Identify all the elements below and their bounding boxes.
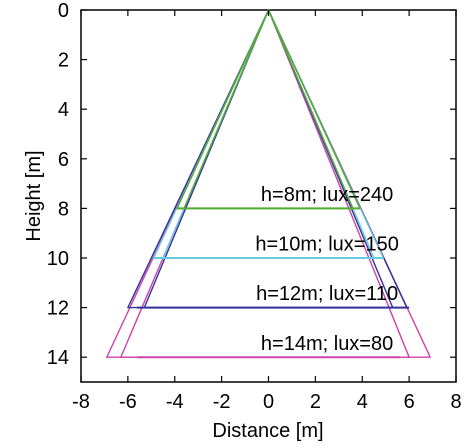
x-tick-label: 0	[263, 391, 274, 413]
x-tick-label: -6	[119, 391, 137, 413]
series-annotation: h=8m; lux=240	[261, 184, 393, 206]
y-tick-label: 10	[47, 248, 69, 270]
x-tick-label: -2	[213, 391, 231, 413]
y-tick-label: 2	[58, 50, 69, 72]
x-tick-label: 2	[310, 391, 321, 413]
y-axis-title: Height [m]	[23, 150, 45, 241]
series-3-inner-triangle	[183, 9, 354, 210]
y-tick-label: 8	[58, 198, 69, 220]
x-axis-title: Distance [m]	[212, 420, 323, 442]
y-tick-label: 14	[47, 347, 69, 369]
x-tick-label: -8	[72, 391, 90, 413]
y-tick-label: 6	[58, 149, 69, 171]
x-tick-label: 8	[450, 391, 461, 413]
series-annotation: h=10m; lux=150	[255, 234, 398, 256]
series-1-outer-triangle	[127, 9, 408, 309]
series-annotation: h=14m; lux=80	[261, 333, 393, 355]
series-3-outer-triangle	[176, 9, 361, 210]
tick-group: -8 -6 -4 -2 0 2 4 6 8 0 2 4 6 8 10 12 14	[47, 0, 462, 413]
x-tick-label: -4	[166, 391, 184, 413]
series-2-outer-triangle	[152, 9, 385, 259]
y-tick-label: 4	[58, 99, 69, 121]
y-tick-label: 12	[47, 298, 69, 320]
series-1-inner-triangle	[143, 9, 394, 309]
annotation-group: h=8m; lux=240 h=10m; lux=150 h=12m; lux=11…	[255, 184, 398, 355]
series-2-inner-triangle	[162, 9, 375, 259]
series-annotation: h=12m; lux=110	[256, 283, 398, 305]
x-tick-label: 4	[357, 391, 368, 413]
x-tick-label: 6	[404, 391, 415, 413]
series-group	[106, 9, 431, 359]
y-tick-label: 0	[58, 0, 69, 22]
